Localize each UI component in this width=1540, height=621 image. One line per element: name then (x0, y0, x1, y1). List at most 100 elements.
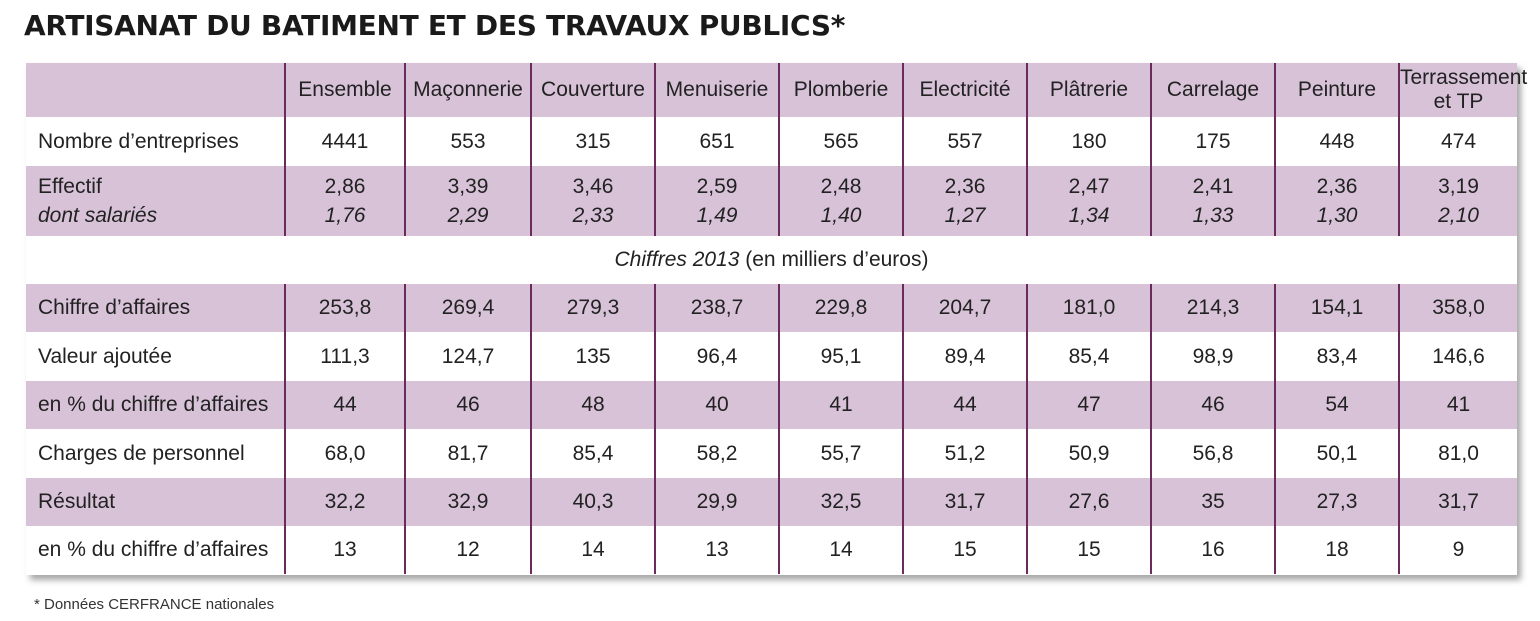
data-table: Ensemble Maçonnerie Couverture Menuiseri… (26, 63, 1527, 574)
table-cell: 2,48 1,40 (778, 166, 903, 236)
table-cell: 32,5 (778, 478, 903, 526)
data-table-container: Ensemble Maçonnerie Couverture Menuiseri… (26, 63, 1527, 575)
page-title: ARTISANAT DU BATIMENT ET DES TRAVAUX PUB… (24, 9, 846, 42)
table-cell: 54 (1274, 381, 1399, 429)
table-cell: 27,3 (1274, 478, 1399, 526)
table-cell: 238,7 (654, 284, 779, 332)
salaries-value: 1,33 (1192, 204, 1234, 227)
table-cell: 96,4 (654, 332, 779, 381)
table-cell: 204,7 (902, 284, 1027, 332)
table-cell: 35 (1150, 478, 1275, 526)
table-cell: 2,86 1,76 (284, 166, 405, 236)
row-label: Nombre d’entreprises (26, 117, 285, 166)
salaries-value: 1,30 (1316, 204, 1358, 227)
table-cell: 50,1 (1274, 429, 1399, 478)
table-cell: 12 (404, 526, 531, 574)
effectif-value: 2,59 (696, 175, 738, 198)
salaries-value: 1,27 (944, 204, 986, 227)
salaries-value: 1,49 (696, 204, 738, 227)
table-cell: 4441 (284, 117, 405, 166)
table-cell: 85,4 (530, 429, 655, 478)
table-cell: 44 (902, 381, 1027, 429)
column-header: Carrelage (1150, 63, 1275, 117)
table-cell: 180 (1026, 117, 1151, 166)
table-cell: 553 (404, 117, 531, 166)
table-cell: 41 (1398, 381, 1517, 429)
row-label: Chiffre d’affaires (26, 284, 285, 332)
table-row: Valeur ajoutée 111,3 124,7 135 96,4 95,1 89,4 8… (26, 332, 1517, 381)
effectif-value: 3,46 (572, 175, 614, 198)
table-cell: 81,7 (404, 429, 531, 478)
salaries-value: 1,34 (1068, 204, 1110, 227)
salaries-value: 2,33 (572, 204, 614, 227)
row-label: Effectif dont salariés (26, 166, 285, 236)
table-cell: 40,3 (530, 478, 655, 526)
column-header: Terrassement et TP (1398, 63, 1527, 117)
table-cell: 111,3 (284, 332, 405, 381)
table-cell: 15 (1026, 526, 1151, 574)
table-cell: 51,2 (902, 429, 1027, 478)
table-cell: 253,8 (284, 284, 405, 332)
column-header: Plâtrerie (1026, 63, 1151, 117)
footnote: * Données CERFRANCE nationales (34, 596, 275, 613)
table-cell: 58,2 (654, 429, 779, 478)
table-cell: 2,41 1,33 (1150, 166, 1275, 236)
table-cell: 3,19 2,10 (1398, 166, 1517, 236)
salaries-label: dont salariés (38, 204, 158, 227)
table-cell: 2,36 1,27 (902, 166, 1027, 236)
row-label: en % du chiffre d’affaires (26, 526, 285, 574)
table-row: Résultat 32,2 32,9 40,3 29,9 32,5 31,7 27,6 35 27… (26, 478, 1517, 526)
table-cell: 29,9 (654, 478, 779, 526)
row-label: Résultat (26, 478, 285, 526)
table-cell: 181,0 (1026, 284, 1151, 332)
table-cell: 40 (654, 381, 779, 429)
table-row: Charges de personnel 68,0 81,7 85,4 58,2 55,7… (26, 429, 1517, 478)
table-cell: 2,59 1,49 (654, 166, 779, 236)
table-cell: 46 (1150, 381, 1275, 429)
salaries-value: 2,10 (1438, 204, 1479, 227)
header-corner (26, 63, 285, 117)
column-header: Plomberie (778, 63, 903, 117)
table-cell: 358,0 (1398, 284, 1517, 332)
salaries-value: 1,76 (324, 204, 366, 227)
table-cell: 32,2 (284, 478, 405, 526)
table-cell: 651 (654, 117, 779, 166)
table-row: en % du chiffre d’affaires 13 12 14 13 14 15 15… (26, 526, 1517, 574)
table-cell: 315 (530, 117, 655, 166)
column-header: Couverture (530, 63, 655, 117)
effectif-value: 2,41 (1192, 175, 1234, 198)
table-cell: 47 (1026, 381, 1151, 429)
table-cell: 13 (654, 526, 779, 574)
effectif-value: 3,39 (447, 175, 489, 198)
table-cell: 175 (1150, 117, 1275, 166)
table-cell: 48 (530, 381, 655, 429)
table-cell: 46 (404, 381, 531, 429)
effectif-label: Effectif (38, 175, 102, 198)
table-cell: 32,9 (404, 478, 531, 526)
table-cell: 31,7 (902, 478, 1027, 526)
column-header: Menuiserie (654, 63, 779, 117)
section-row: Chiffres 2013 (en milliers d’euros) (26, 236, 1517, 284)
row-label: en % du chiffre d’affaires (26, 381, 285, 429)
table-cell: 14 (530, 526, 655, 574)
column-header: Peinture (1274, 63, 1399, 117)
effectif-value: 2,86 (324, 175, 366, 198)
table-cell: 50,9 (1026, 429, 1151, 478)
table-cell: 3,39 2,29 (404, 166, 531, 236)
table-cell: 95,1 (778, 332, 903, 381)
table-cell: 55,7 (778, 429, 903, 478)
effectif-value: 2,36 (944, 175, 986, 198)
row-label: Valeur ajoutée (26, 332, 285, 381)
table-cell: 474 (1398, 117, 1517, 166)
section-caption: Chiffres 2013 (en milliers d’euros) (26, 236, 1517, 284)
effectif-value: 3,19 (1438, 175, 1479, 198)
table-cell: 98,9 (1150, 332, 1275, 381)
table-cell: 146,6 (1398, 332, 1517, 381)
table-cell: 154,1 (1274, 284, 1399, 332)
table-row-effectif: Effectif dont salariés 2,86 1,76 3,39 2,29 3… (26, 166, 1517, 236)
table-cell: 41 (778, 381, 903, 429)
effectif-value: 2,48 (820, 175, 862, 198)
section-caption-rest: (en milliers d’euros) (739, 248, 929, 271)
table-cell: 13 (284, 526, 405, 574)
table-cell: 2,36 1,30 (1274, 166, 1399, 236)
